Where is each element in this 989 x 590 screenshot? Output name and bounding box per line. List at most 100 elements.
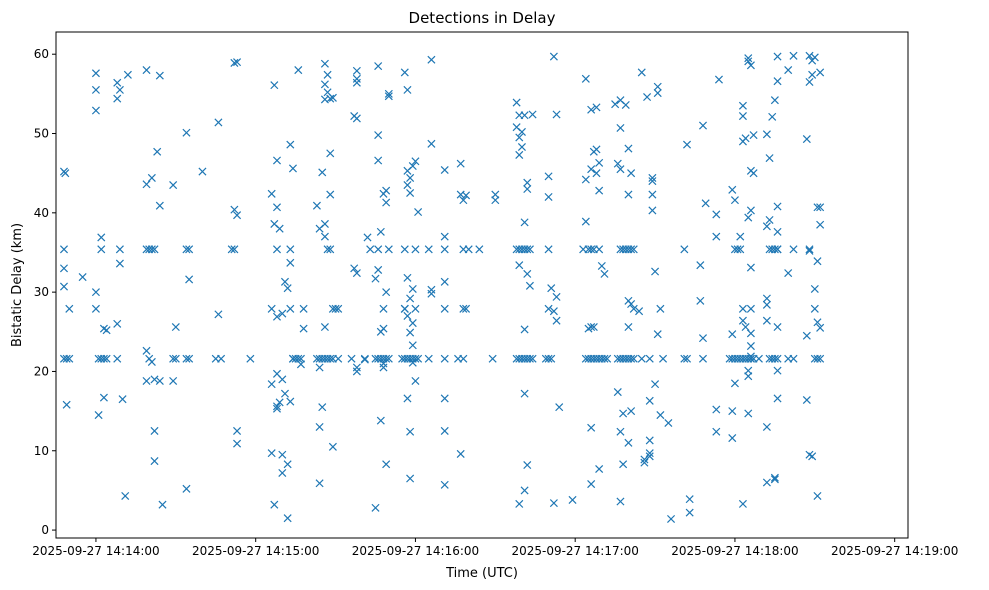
data-point [664, 418, 673, 428]
data-point [280, 277, 289, 286]
data-point [459, 354, 468, 363]
data-point [746, 206, 755, 215]
x-tick-label: 2025-09-27 14:19:00 [831, 544, 958, 558]
data-point [371, 274, 380, 283]
data-point [544, 245, 553, 254]
data-point [738, 112, 747, 121]
data-point [736, 232, 745, 241]
data-point [685, 495, 694, 504]
data-point [762, 300, 771, 309]
data-point [278, 468, 287, 477]
data-point [773, 202, 782, 211]
data-point [525, 281, 534, 290]
data-point [733, 245, 742, 254]
data-point [624, 438, 633, 447]
data-point [544, 192, 553, 201]
data-point [182, 128, 191, 137]
data-point [283, 514, 292, 523]
data-point [525, 245, 534, 254]
data-point [102, 354, 111, 363]
data-point [656, 304, 665, 313]
data-point [813, 318, 822, 327]
data-point [770, 245, 779, 254]
data-point [62, 400, 71, 409]
data-point [440, 394, 449, 403]
data-point [730, 379, 739, 388]
data-point [600, 269, 609, 278]
data-point [376, 327, 385, 336]
data-point [411, 245, 420, 254]
data-point [544, 304, 553, 313]
data-point [406, 328, 415, 337]
data-point [754, 354, 763, 363]
data-point [680, 354, 689, 363]
data-point [805, 51, 814, 60]
data-point [326, 149, 335, 158]
data-point [475, 245, 484, 254]
data-point [653, 82, 662, 91]
data-point [384, 245, 393, 254]
data-point [384, 89, 393, 98]
data-point [94, 411, 103, 420]
data-point [379, 359, 388, 368]
data-point [272, 245, 282, 254]
data-point [59, 282, 69, 291]
data-points [59, 51, 825, 523]
data-point [616, 427, 625, 436]
data-point [627, 354, 636, 363]
data-point [773, 245, 782, 254]
data-point [712, 232, 721, 241]
data-point [746, 329, 755, 338]
data-point [520, 325, 529, 334]
data-point [403, 311, 412, 320]
data-point [629, 245, 638, 254]
data-point [272, 402, 282, 411]
data-point [326, 94, 335, 103]
data-point [328, 93, 337, 102]
data-point [97, 233, 106, 242]
data-point [334, 354, 343, 363]
data-point [78, 273, 87, 282]
data-point [728, 434, 737, 443]
data-point [552, 316, 561, 325]
data-point [648, 206, 657, 215]
data-point [698, 334, 708, 343]
data-point [587, 323, 596, 332]
data-point [744, 409, 753, 418]
data-point [400, 245, 409, 254]
data-point [645, 436, 654, 445]
data-point [627, 245, 636, 254]
data-point [59, 245, 69, 254]
data-point [65, 354, 74, 363]
data-point [299, 304, 308, 313]
data-point [113, 94, 122, 103]
data-point [805, 246, 814, 255]
data-point [592, 103, 601, 112]
data-point [637, 68, 646, 77]
x-tick-label: 2025-09-27 14:17:00 [511, 544, 638, 558]
data-point [738, 101, 747, 110]
data-point [286, 258, 295, 267]
data-point [382, 288, 391, 297]
data-point [810, 53, 819, 62]
data-point [382, 354, 391, 363]
data-point [182, 354, 191, 363]
data-point [352, 78, 361, 87]
data-point [171, 354, 180, 363]
data-point [587, 245, 596, 254]
data-point [587, 105, 596, 114]
data-point [440, 354, 449, 363]
data-point [374, 245, 383, 254]
data-point [376, 416, 385, 425]
data-point [810, 304, 819, 313]
data-point [427, 289, 436, 298]
data-point [738, 499, 747, 508]
x-tick-label: 2025-09-27 14:18:00 [671, 544, 798, 558]
x-tick-label: 2025-09-27 14:14:00 [32, 544, 159, 558]
data-point [813, 354, 822, 363]
data-point [624, 144, 633, 153]
data-point [102, 326, 111, 335]
data-point [629, 354, 638, 363]
data-point [286, 304, 295, 313]
